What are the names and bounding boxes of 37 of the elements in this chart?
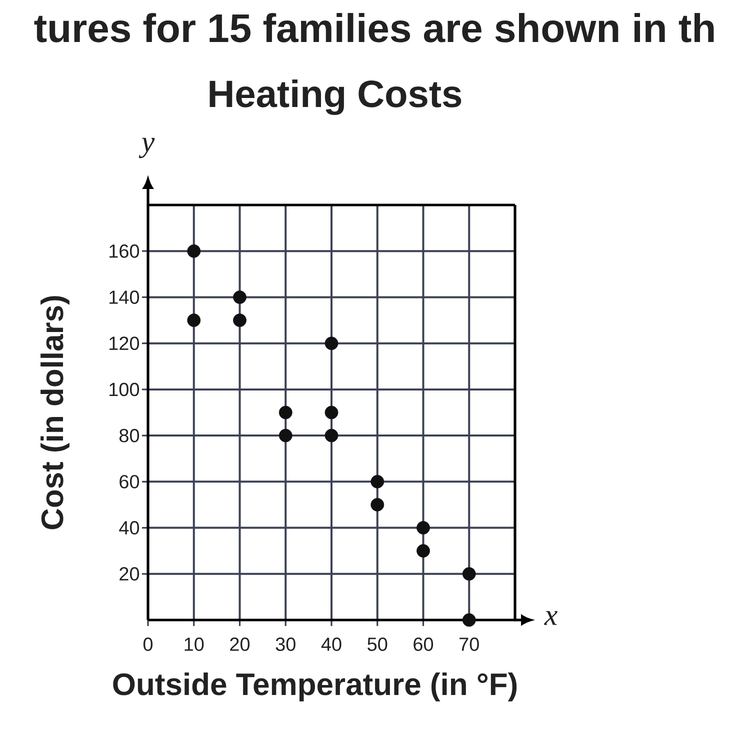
y-tick-label: 120	[110, 336, 140, 350]
point	[187, 244, 201, 258]
x-tick-label: 30	[276, 638, 296, 651]
x-tick-label: 10	[184, 638, 204, 651]
text: x	[544, 611, 558, 625]
point	[416, 521, 430, 534]
x-tick-label: 40	[321, 638, 342, 651]
y-tick-label: 160	[110, 244, 140, 258]
point	[370, 474, 384, 488]
point	[462, 613, 476, 627]
text: tures for 15 families are shown in th	[34, 13, 714, 42]
point	[370, 498, 384, 512]
x-tick-label: 20	[230, 638, 250, 651]
x-tick-label: 50	[368, 638, 388, 651]
x-tick-label: 60	[414, 638, 434, 651]
y-tick-label: 40	[119, 521, 140, 535]
point	[233, 314, 246, 327]
text: y	[138, 138, 155, 158]
point	[233, 290, 246, 304]
point	[416, 544, 430, 558]
point	[324, 336, 338, 350]
point	[324, 406, 338, 420]
y-tick-label: 140	[110, 290, 140, 304]
y-tick-label: 100	[110, 382, 140, 396]
x-axis-title: Outside Temperature (in °F)	[113, 672, 517, 702]
point	[278, 406, 292, 420]
y-tick-label: 20	[120, 567, 140, 581]
point	[187, 314, 201, 327]
y-tick-label: 80	[120, 428, 140, 442]
point	[324, 428, 338, 442]
point	[462, 567, 476, 581]
x-tick-label: 70	[460, 638, 479, 651]
chart-title: Heating Costs	[210, 79, 462, 116]
x-tick-label: 0	[143, 638, 153, 651]
y-tick-label: 60	[120, 474, 140, 488]
y-axis-title: Cost (in dollars)	[40, 296, 70, 530]
point	[278, 428, 292, 442]
